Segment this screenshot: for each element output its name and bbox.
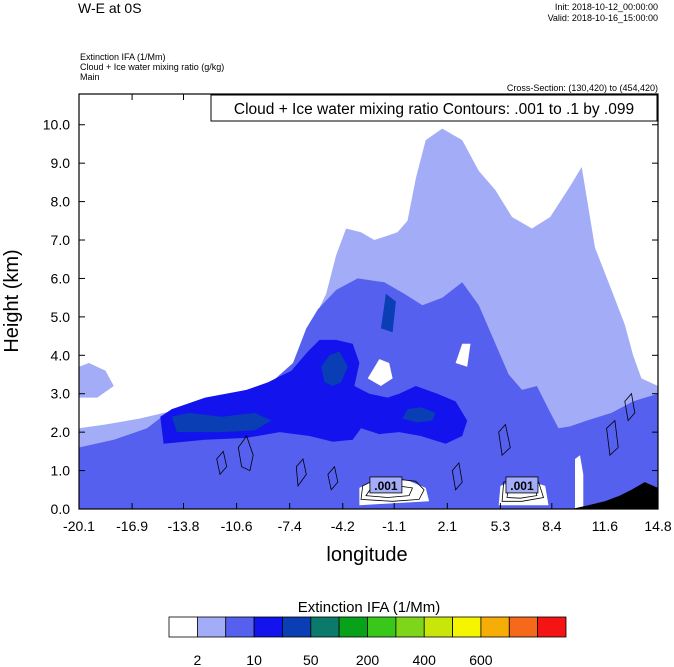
x-tick-label-0: -20.1 <box>63 518 95 534</box>
x-tick-label-11: 14.8 <box>644 518 671 534</box>
x-tick-label-2: -13.8 <box>168 518 200 534</box>
y-tick-label-2: 2.0 <box>51 424 71 440</box>
x-tick-label-8: 5.3 <box>491 518 511 534</box>
colorbar-swatch-10 <box>452 616 482 638</box>
colorbar-swatch-6 <box>338 616 368 638</box>
colorbar-swatch-13 <box>537 616 567 638</box>
colorbar-swatch-5 <box>310 616 340 638</box>
x-tick-label-10: 11.6 <box>592 518 618 534</box>
colorbar-swatch-8 <box>395 616 425 638</box>
colorbar-swatch-4 <box>281 616 312 638</box>
colorbar-swatch-12 <box>508 616 539 638</box>
x-tick-label-6: -1.1 <box>382 518 406 534</box>
init-time: Init: 2018-10-12_00:00:00 <box>554 2 658 12</box>
y-tick-label-4: 4.0 <box>51 347 71 363</box>
plot-frame <box>78 93 659 510</box>
x-tick-label-4: -7.4 <box>278 518 302 534</box>
y-tick-label-6: 6.0 <box>51 270 71 286</box>
y-tick-label-3: 3.0 <box>51 386 71 402</box>
extinction-region-4 <box>171 412 272 433</box>
x-tick-label-5: -4.2 <box>331 518 355 534</box>
contour-line-0 <box>360 478 425 502</box>
x-axis: -20.1 -16.9 -13.8 -10.6 -7.4 -4.2 -1.1 2.1 5.3 8.… <box>63 94 672 534</box>
colorbar-label-1: 10 <box>246 652 262 667</box>
contour-line-8 <box>624 392 636 422</box>
y-axis-label: Height (km) <box>1 249 23 352</box>
contour-line-5 <box>216 450 228 476</box>
cross-section-label: Cross-Section: (130,420) to (454,420) <box>506 83 658 93</box>
colorbar-swatch-1 <box>196 616 227 638</box>
extinction-region-5 <box>321 351 348 386</box>
x-tick-label-9: 8.4 <box>542 518 562 534</box>
field-label-main: Main <box>80 72 100 82</box>
colorbar-swatch-11 <box>480 616 510 638</box>
contour-labels: .001 .001 <box>369 476 539 494</box>
colorbar-label-2: 50 <box>303 652 319 667</box>
y-tick-label-10: 10.0 <box>43 117 70 133</box>
plot-title: W-E at 0S <box>78 0 142 16</box>
contour-line-7 <box>327 465 339 491</box>
contour-info-text: Cloud + Ice water mixing ratio Contours:… <box>234 101 634 118</box>
field-label-extinction: Extinction IFA (1/Mm) <box>80 52 166 62</box>
contour-label-box-1 <box>505 476 539 494</box>
terrain-polygon <box>571 482 658 509</box>
y-tick-label-5: 5.0 <box>51 309 71 325</box>
x-tick-label-7: 2.1 <box>438 518 458 534</box>
x-tick-label-3: -10.6 <box>221 518 253 534</box>
colorbar-swatch-9 <box>423 616 454 638</box>
y-tick-label-7: 7.0 <box>51 232 71 248</box>
x-tick-label-1: -16.9 <box>116 518 148 534</box>
colorbar-swatch-3 <box>253 616 283 638</box>
y-tick-label-0: 0.0 <box>51 501 71 517</box>
colorbar-labels: 2 10 50 200 400 600 <box>194 652 493 667</box>
contour-info-box <box>210 94 658 122</box>
extinction-region-7 <box>380 293 396 333</box>
contour-line-9 <box>606 419 619 457</box>
contour-line-4 <box>237 435 254 472</box>
colorbar-label-4: 400 <box>413 652 437 667</box>
extinction-region-9 <box>455 343 471 367</box>
colorbar-label-5: 600 <box>469 652 493 667</box>
contour-line-11 <box>451 461 463 491</box>
x-axis-label: longitude <box>326 544 407 566</box>
colorbar-label-3: 200 <box>356 652 380 667</box>
extinction-region-12 <box>575 455 584 509</box>
contour-line-10 <box>498 423 511 457</box>
y-tick-label-9: 9.0 <box>51 155 71 171</box>
field-label-mixing-ratio: Cloud + Ice water mixing ratio (g/kg) <box>80 62 225 72</box>
colorbar <box>168 616 567 638</box>
contour-line-2 <box>501 477 545 502</box>
y-axis: 0.0 1.0 2.0 3.0 4.0 5.0 6.0 7.0 8.0 9.0 10.0 <box>43 117 658 517</box>
colorbar-swatch-2 <box>225 616 255 638</box>
extinction-region-8 <box>367 359 393 386</box>
contour-label-0: .001 <box>374 479 398 493</box>
extinction-region-1 <box>79 363 114 398</box>
extinction-region-6 <box>402 407 436 423</box>
colorbar-label-0: 2 <box>194 652 202 667</box>
valid-time: Valid: 2018-10-16_15:00:00 <box>547 13 658 23</box>
y-tick-label-1: 1.0 <box>51 463 71 479</box>
colorbar-swatch-0 <box>168 616 198 638</box>
colorbar-title: Extinction IFA (1/Mm) <box>298 599 441 616</box>
extinction-filled-contours <box>79 128 658 509</box>
colorbar-swatch-7 <box>367 616 397 638</box>
contour-line-6 <box>295 458 307 488</box>
terrain-fill <box>571 482 658 509</box>
contour-label-box-0 <box>369 476 403 494</box>
contour-label-1: .001 <box>510 479 534 493</box>
y-tick-label-8: 8.0 <box>51 194 71 210</box>
